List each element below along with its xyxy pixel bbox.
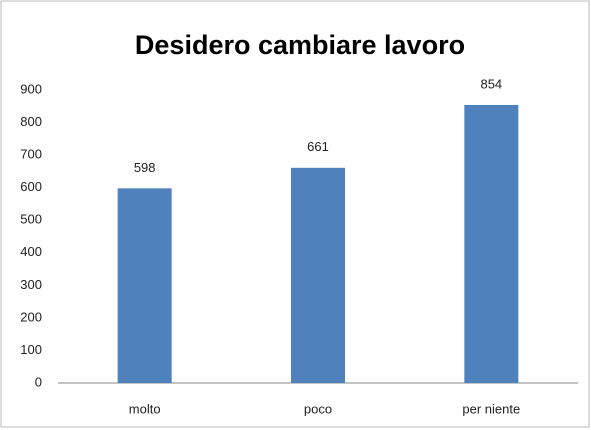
- y-tick-label: 500: [20, 212, 42, 227]
- y-tick-label: 900: [20, 81, 42, 96]
- bar: [117, 188, 172, 383]
- y-tick-label: 200: [20, 309, 42, 324]
- y-tick-label: 300: [20, 277, 42, 292]
- y-tick-label: 100: [20, 342, 42, 357]
- x-tick-label: molto: [129, 401, 161, 416]
- y-tick-label: 800: [20, 114, 42, 129]
- y-tick-label: 0: [35, 374, 42, 389]
- x-tick-label: per niente: [462, 401, 520, 416]
- y-tick-label: 700: [20, 147, 42, 162]
- bar: [464, 104, 519, 383]
- x-tick-label: poco: [304, 401, 332, 416]
- chart-title: Desidero cambiare lavoro: [135, 30, 465, 60]
- data-label: 598: [134, 160, 156, 175]
- y-tick-label: 600: [20, 179, 42, 194]
- data-label: 854: [480, 76, 502, 91]
- bar: [291, 167, 345, 383]
- y-tick-label: 400: [20, 244, 42, 259]
- data-label: 661: [307, 139, 329, 154]
